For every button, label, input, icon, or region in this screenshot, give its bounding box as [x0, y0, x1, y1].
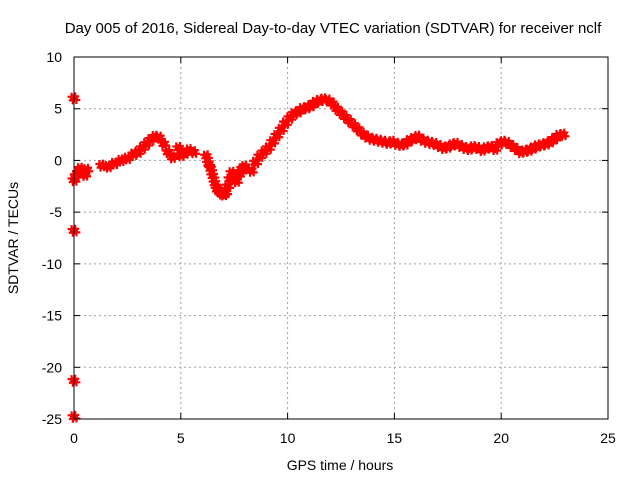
x-tick-label: 10: [280, 430, 296, 446]
y-tick-label: -20: [42, 359, 62, 375]
data-point: [556, 128, 570, 141]
data-point: [80, 163, 94, 176]
data-point: [249, 156, 262, 169]
data-point: [187, 146, 201, 159]
y-tick-label: -25: [42, 411, 62, 427]
y-tick-labels: -25 -20 -15 -10 -5 0 5 10: [42, 49, 62, 427]
x-tick-label: 20: [493, 430, 509, 446]
data-point: [330, 102, 344, 115]
y-tick-label: 5: [54, 101, 62, 117]
x-tick-label: 0: [70, 430, 78, 446]
y-tick-label: -5: [50, 204, 63, 220]
y-tick-label: 0: [54, 152, 62, 168]
data-point: [326, 97, 339, 110]
plot-frame: [73, 56, 609, 420]
data-point: [229, 175, 243, 188]
data-point: [165, 151, 179, 164]
x-axis-label: GPS time / hours: [287, 457, 394, 473]
chart-title: Day 005 of 2016, Sidereal Day-to-day VTE…: [65, 20, 602, 37]
y-tick-label: 10: [46, 49, 62, 65]
x-tick-label: 5: [177, 430, 185, 446]
axis-ticks: [73, 56, 609, 420]
y-axis-label: SDTVAR / TECUs: [5, 182, 21, 294]
data-point: [244, 164, 258, 177]
y-tick-label: -15: [42, 308, 62, 324]
data-points: [67, 92, 570, 423]
x-tick-label: 15: [387, 430, 403, 446]
y-tick-label: -10: [42, 256, 62, 272]
x-tick-labels: 0 5 10 15 20 25: [70, 430, 616, 446]
data-point: [157, 137, 171, 150]
x-tick-label: 25: [600, 430, 616, 446]
